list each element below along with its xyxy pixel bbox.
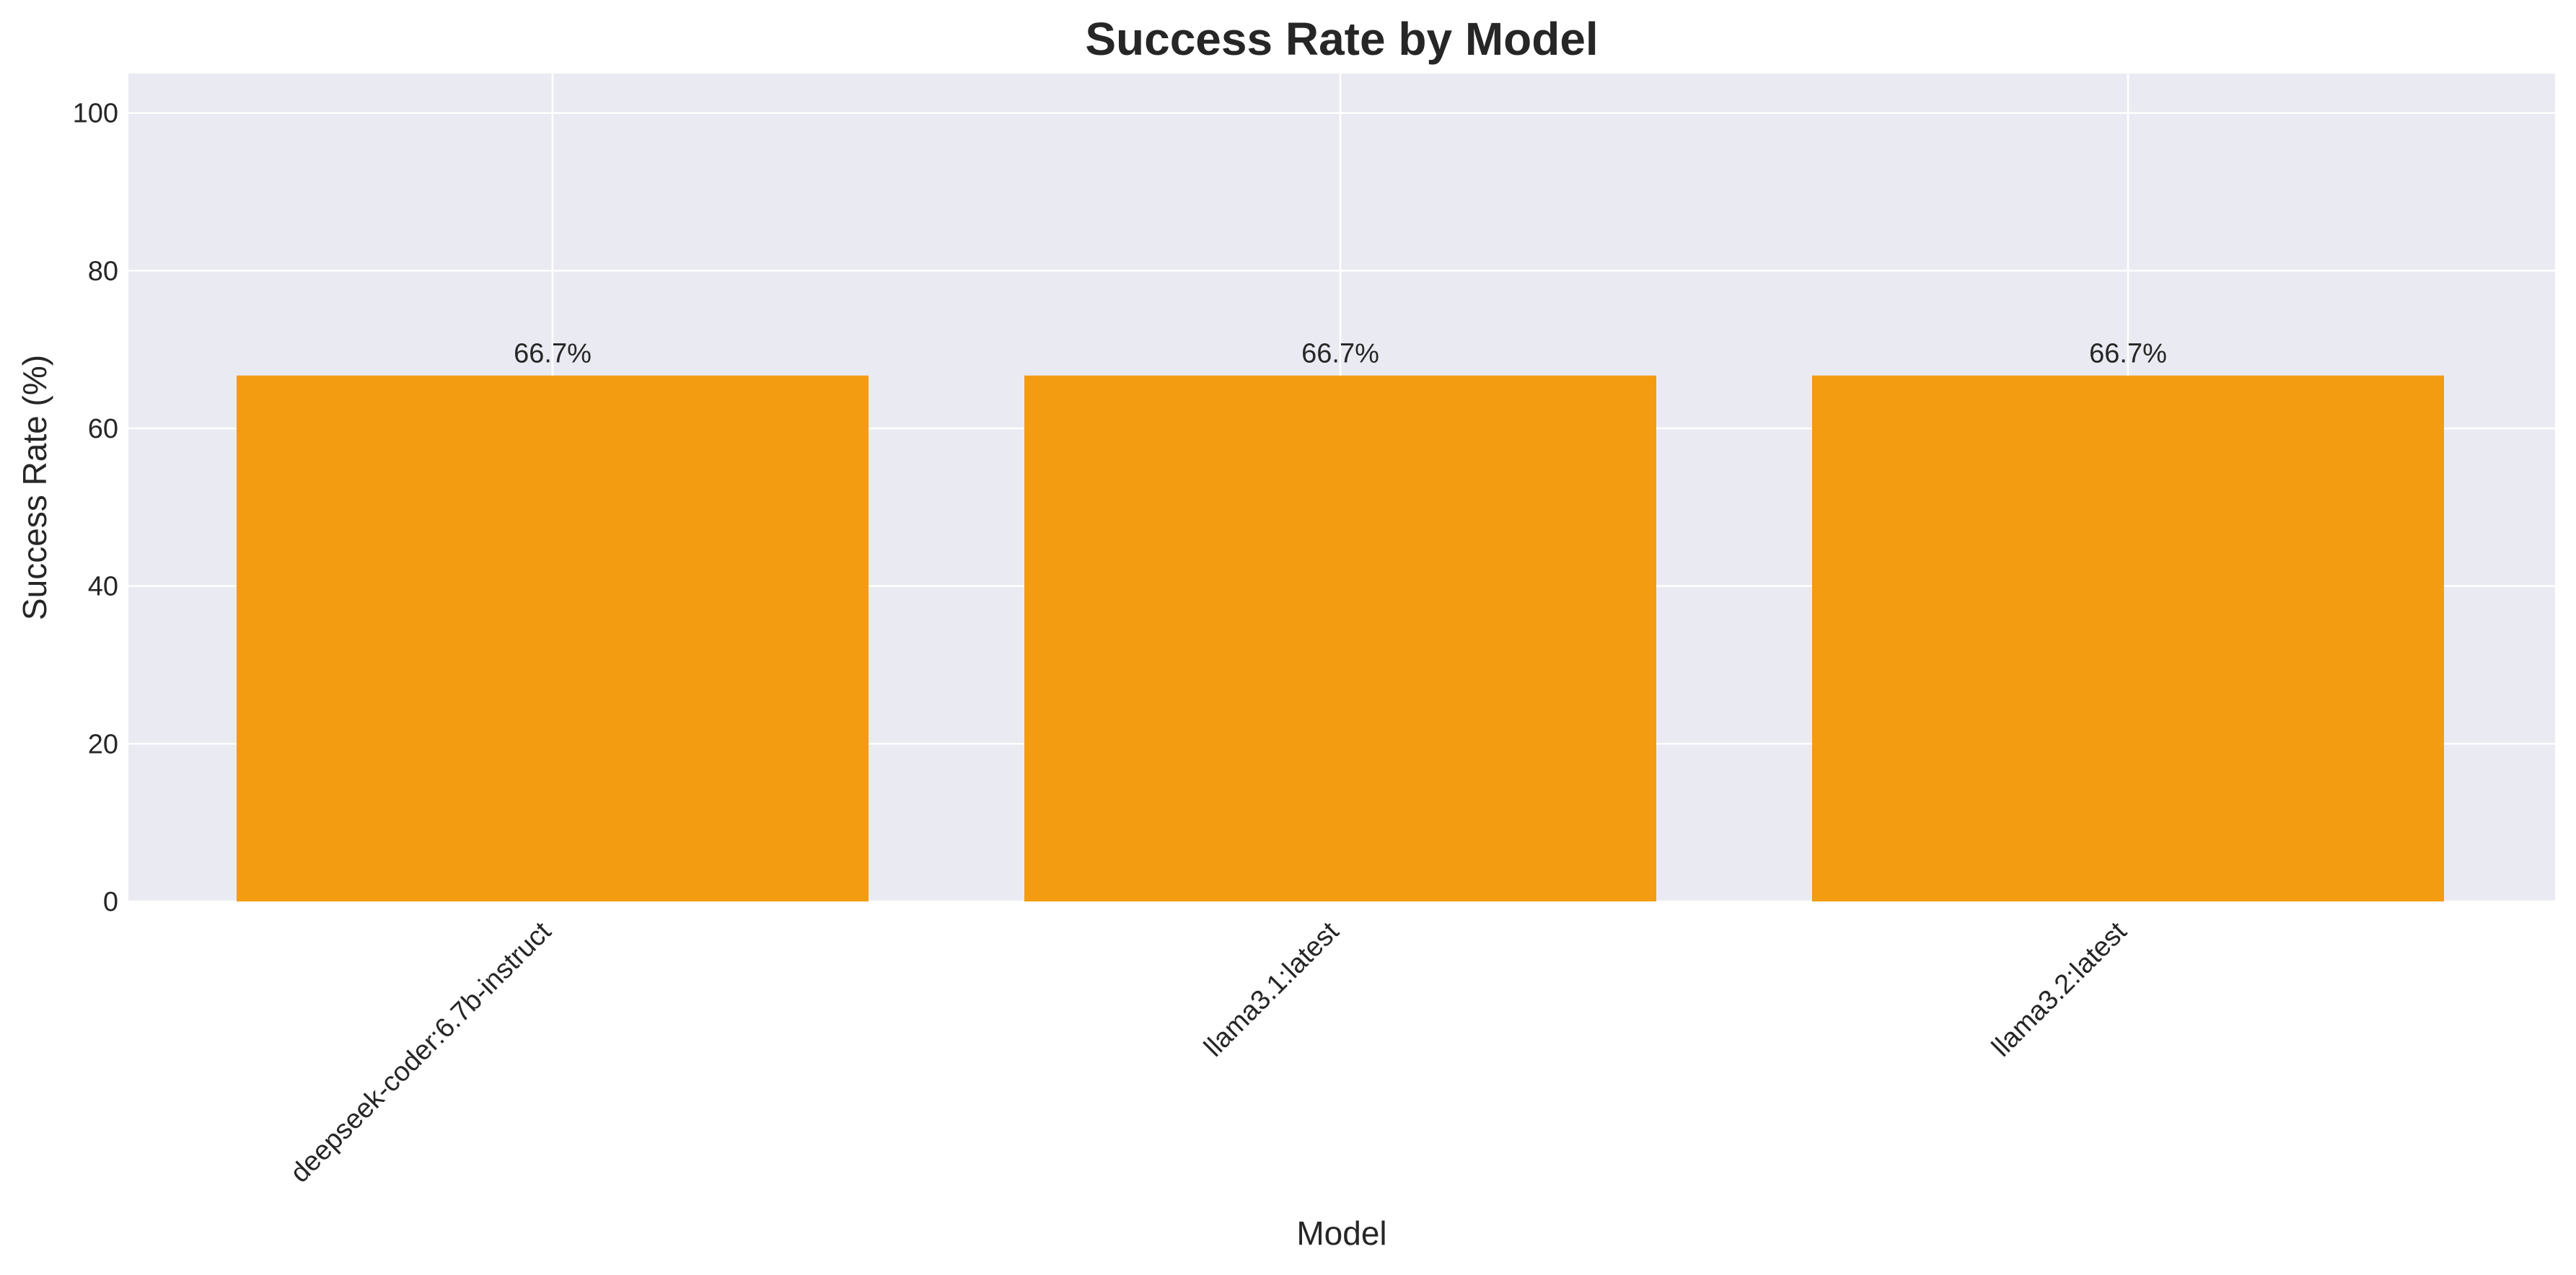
y-tick-label: 80 bbox=[88, 256, 118, 286]
x-tick-label: llama3.1:latest bbox=[1198, 916, 1345, 1062]
x-axis-label: Model bbox=[1296, 1214, 1386, 1252]
bar bbox=[1812, 375, 2444, 901]
x-tick-label: llama3.2:latest bbox=[1986, 916, 2132, 1062]
y-tick-label: 20 bbox=[88, 729, 118, 759]
x-tick-labels: deepseek-coder:6.7b-instruct llama3.1:lat… bbox=[285, 916, 2133, 1188]
bar-value-label: 66.7% bbox=[2089, 339, 2167, 369]
y-axis-label: Success Rate (%) bbox=[16, 355, 53, 620]
y-tick-label: 0 bbox=[103, 887, 118, 917]
bar bbox=[1024, 375, 1656, 901]
x-tick-label: deepseek-coder:6.7b-instruct bbox=[285, 916, 558, 1188]
y-tick-labels: 0 20 40 60 80 100 bbox=[73, 99, 118, 917]
y-tick-label: 60 bbox=[88, 414, 118, 444]
bars bbox=[237, 375, 2444, 901]
bar bbox=[237, 375, 869, 901]
y-tick-label: 100 bbox=[73, 99, 118, 129]
bar-value-label: 66.7% bbox=[514, 339, 592, 369]
y-tick-label: 40 bbox=[88, 572, 118, 602]
chart-title: Success Rate by Model bbox=[1085, 13, 1598, 65]
bar-data-labels: 66.7% 66.7% 66.7% bbox=[514, 339, 2167, 369]
bar-value-label: 66.7% bbox=[1301, 339, 1379, 369]
